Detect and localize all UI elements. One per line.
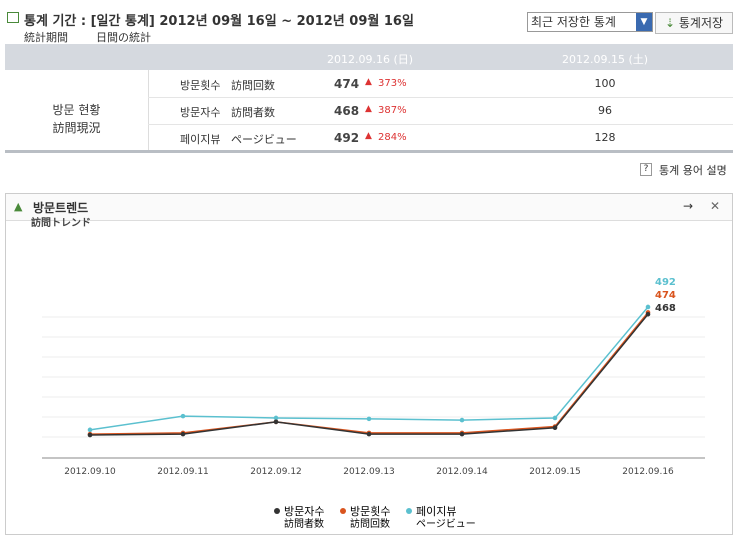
point	[180, 431, 186, 437]
point	[459, 417, 465, 423]
group-cell	[5, 70, 149, 150]
row-line	[148, 124, 733, 125]
x-tick-label: 2012.09.13	[343, 467, 395, 477]
help-link[interactable]: 통계 용어 설명	[659, 164, 727, 177]
row-label-ja: 訪問者数	[231, 106, 275, 119]
point	[459, 431, 465, 437]
legend-label: 페이지뷰	[416, 505, 456, 518]
up-arrow: ▲	[365, 104, 372, 114]
x-tick-label: 2012.09.10	[64, 467, 116, 477]
legend-label: 방문자수	[284, 505, 324, 518]
panel-title: 방문트렌드	[33, 201, 89, 215]
legend-swatch	[340, 508, 346, 514]
legend-label: 방문횟수	[350, 505, 390, 518]
legend-swatch	[406, 508, 412, 514]
point	[87, 432, 93, 438]
data-label: 474	[655, 290, 676, 301]
cell-change: 387%	[378, 105, 407, 116]
x-tick-label: 2012.09.14	[436, 467, 488, 477]
select-text: 최근 저장한 통계	[531, 15, 616, 29]
cell-value: 492	[334, 131, 360, 145]
point	[366, 431, 372, 437]
up-arrow: ▲	[365, 77, 372, 87]
legend-swatch	[274, 508, 280, 514]
panel-subtitle: 訪問トレンド	[31, 218, 91, 229]
point	[273, 415, 279, 421]
point	[366, 416, 372, 422]
line	[89, 306, 649, 431]
cell-value: 474	[334, 77, 360, 91]
point	[180, 413, 186, 419]
x-tick-label: 2012.09.12	[250, 467, 302, 477]
row-label: 페이지뷰	[180, 133, 221, 146]
button[interactable]: ⇣ 통계저장	[655, 12, 733, 34]
point	[552, 415, 558, 421]
cell-value: 468	[334, 104, 360, 118]
point	[645, 304, 651, 310]
up-arrow: ▲	[365, 131, 372, 141]
group-label: 訪問現況	[52, 121, 101, 135]
x-tick-label: 2012.09.15	[529, 467, 581, 477]
cell-value: 100	[594, 77, 616, 90]
icon	[7, 12, 19, 23]
dropdown-icon: ▼	[636, 13, 652, 31]
collapse-icon[interactable]: ▲	[14, 200, 23, 213]
point	[645, 311, 651, 317]
row-line	[148, 97, 733, 98]
legend-sublabel: 訪問回数	[350, 517, 390, 530]
row-label-ja: 訪問回数	[231, 79, 275, 92]
row-label-ja: ページビュー	[231, 133, 297, 146]
cell-value: 128	[594, 131, 616, 144]
point	[552, 425, 558, 431]
help-icon: ?	[640, 163, 652, 176]
data-label: 492	[655, 277, 676, 288]
point	[273, 419, 279, 425]
group-label: 방문 현황	[52, 103, 101, 117]
title: 통계 기간 : [일간 통계] 2012년 09월 16일 ~ 2012년 09…	[24, 14, 414, 29]
panel-header	[6, 194, 732, 221]
cell-change: 284%	[378, 132, 407, 143]
cell-value: 96	[598, 104, 612, 117]
column-header: 2012.09.15 (土)	[561, 53, 649, 66]
button-text: 통계저장	[678, 16, 724, 30]
tab[interactable]: 日間の統計	[96, 31, 151, 44]
table-border	[5, 150, 733, 153]
table-header	[5, 44, 733, 70]
x-tick-label: 2012.09.16	[622, 467, 674, 477]
legend-sublabel: ページビュー	[416, 518, 476, 530]
cell-change: 373%	[378, 78, 407, 89]
close-icon[interactable]: ✕	[710, 199, 721, 213]
select[interactable]: 최근 저장한 통계 ▼	[527, 12, 653, 32]
data-label: 468	[655, 303, 676, 314]
row-label: 방문자수	[180, 106, 221, 119]
expand-icon[interactable]: →	[683, 199, 694, 213]
legend-sublabel: 訪問者数	[284, 517, 324, 530]
x-tick-label: 2012.09.11	[157, 467, 209, 477]
point	[87, 427, 93, 433]
row-label: 방문횟수	[180, 79, 221, 92]
column-header: 2012.09.16 (日)	[326, 53, 414, 66]
